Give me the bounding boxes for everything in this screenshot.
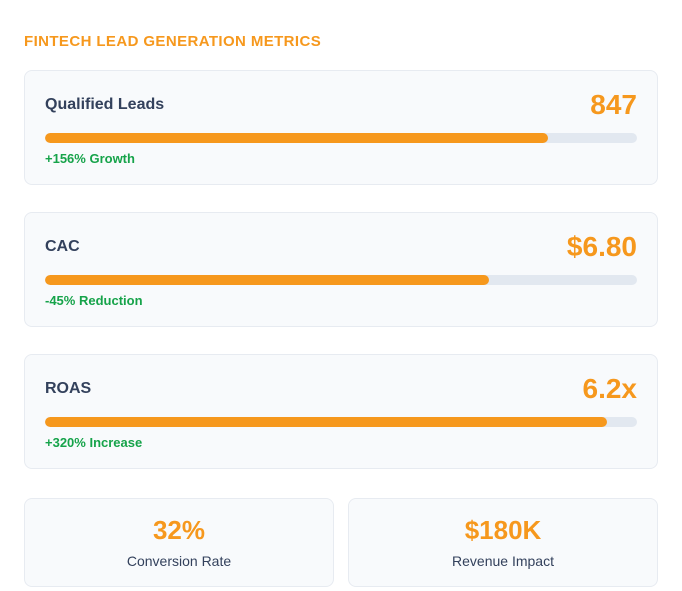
summary-card-conversion-rate: 32% Conversion Rate	[24, 498, 334, 587]
metric-label: ROAS	[45, 380, 92, 397]
metric-change-badge: -45% Reduction	[45, 293, 143, 308]
metric-value: $6.80	[566, 231, 637, 262]
summary-label: Conversion Rate	[126, 552, 232, 569]
progress-fill	[45, 275, 489, 285]
metric-value: 6.2x	[582, 373, 638, 404]
metric-change-badge: +320% Increase	[45, 435, 143, 450]
progress-fill	[45, 133, 549, 143]
summary-label: Revenue Impact	[452, 552, 554, 569]
page-title: FINTECH LEAD GENERATION METRICS	[24, 33, 322, 50]
metric-card-roas: ROAS 6.2x +320% Increase	[24, 354, 658, 469]
progress-track	[45, 133, 637, 143]
progress-track	[45, 275, 637, 285]
summary-value: $180K	[464, 515, 542, 545]
progress-track	[45, 417, 637, 427]
summary-row: 32% Conversion Rate $180K Revenue Impact	[24, 498, 658, 587]
metric-header-row: CAC $6.80	[45, 231, 637, 263]
summary-value: 32%	[152, 515, 206, 545]
metric-card-cac: CAC $6.80 -45% Reduction	[24, 212, 658, 327]
metric-label: Qualified Leads	[45, 96, 165, 113]
metric-header-row: ROAS 6.2x	[45, 373, 637, 405]
summary-card-revenue-impact: $180K Revenue Impact	[348, 498, 658, 587]
metric-change-badge: +156% Growth	[45, 151, 135, 166]
metric-card-qualified-leads: Qualified Leads 847 +156% Growth	[24, 70, 658, 185]
metric-header-row: Qualified Leads 847	[45, 89, 637, 121]
metric-value: 847	[590, 89, 637, 120]
progress-fill	[45, 417, 608, 427]
metric-label: CAC	[45, 238, 80, 255]
